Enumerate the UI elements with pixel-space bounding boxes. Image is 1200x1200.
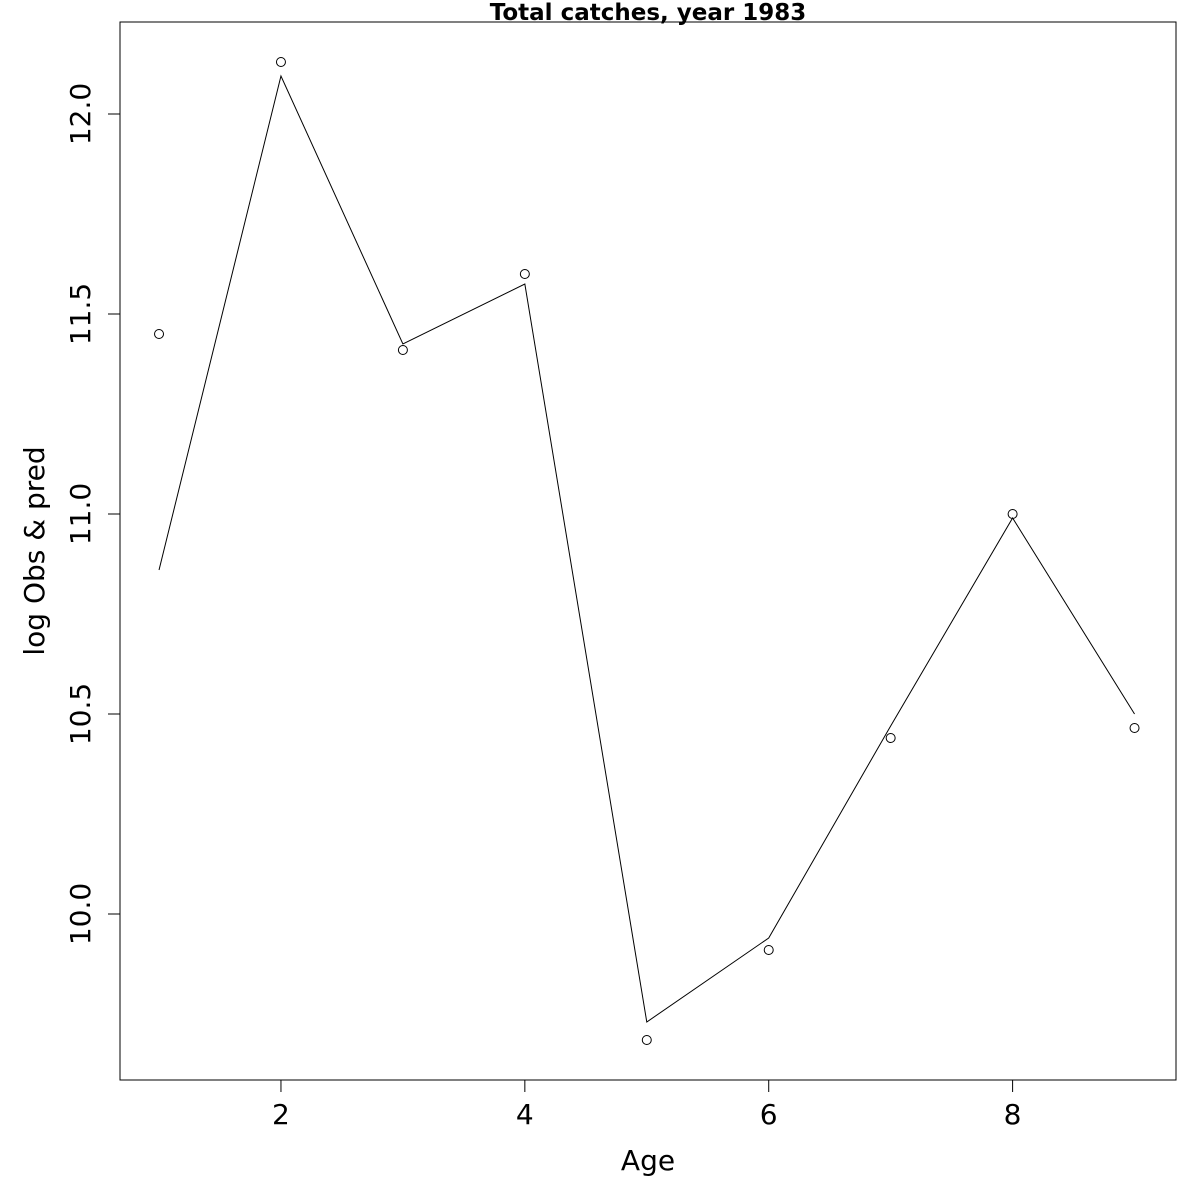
x-tick-label: 2 xyxy=(272,1098,290,1131)
observed-point xyxy=(154,329,165,339)
y-tick-label: 11.0 xyxy=(64,483,97,545)
y-tick-label: 10.5 xyxy=(64,683,97,745)
predicted-line xyxy=(158,74,1135,1023)
plot-frame xyxy=(119,21,1177,1081)
y-tick-label: 11.5 xyxy=(64,283,97,345)
observed-point xyxy=(1129,723,1140,733)
x-tick-label: 8 xyxy=(1004,1098,1022,1131)
x-tick-label: 4 xyxy=(516,1098,534,1131)
y-tick-label: 12.0 xyxy=(64,83,97,145)
plot-marks xyxy=(154,57,1140,1045)
observed-point xyxy=(885,733,896,743)
x-tick-label: 6 xyxy=(760,1098,778,1131)
observed-point xyxy=(641,1035,652,1045)
observed-point xyxy=(397,345,408,355)
observed-point xyxy=(275,57,286,67)
y-tick-label: 10.0 xyxy=(64,883,97,945)
x-axis-label: Age xyxy=(621,1144,675,1177)
observed-point xyxy=(519,269,530,279)
x-axis: 2 4 6 8 xyxy=(272,1079,1022,1131)
observed-point xyxy=(763,945,774,955)
y-axis-label: log Obs & pred xyxy=(18,446,51,655)
y-axis: 10.0 10.5 11.0 11.5 12.0 xyxy=(64,83,121,945)
observed-point xyxy=(1007,509,1018,519)
